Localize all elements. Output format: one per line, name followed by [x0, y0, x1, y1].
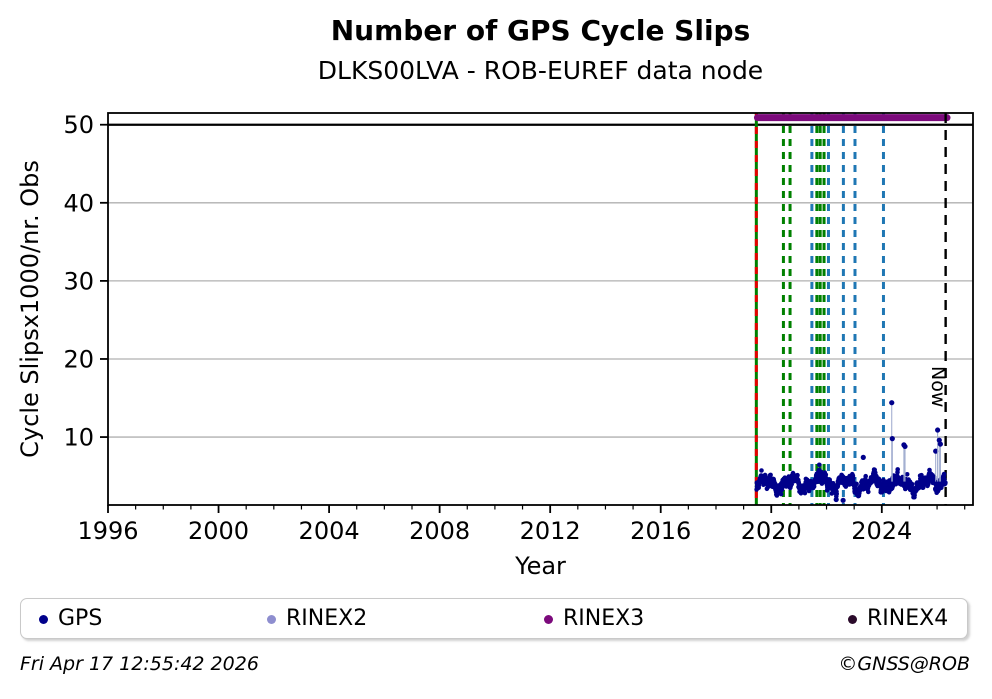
gps-outlier-point	[902, 443, 908, 450]
gps-point	[789, 481, 794, 487]
chart-title: Number of GPS Cycle Slips	[330, 14, 751, 47]
gps-point	[759, 468, 764, 473]
gps-point	[851, 476, 856, 481]
y-tick-label: 50	[63, 111, 94, 139]
gps-point	[802, 490, 808, 496]
gps-point	[919, 472, 924, 478]
legend-item-rinex2: RINEX2	[267, 606, 367, 632]
y-tick-label: 40	[63, 189, 94, 217]
x-tick-label: 1996	[77, 517, 138, 545]
rinex3-marker-icon	[544, 614, 553, 624]
gps-outlier-point	[840, 497, 846, 503]
rinex2-marker-icon	[267, 614, 276, 624]
x-axis-label: Year	[515, 552, 566, 580]
y-tick-label: 10	[63, 424, 94, 452]
legend-label: RINEX3	[563, 606, 645, 631]
gps-outlier-point	[937, 441, 943, 447]
gps-outlier-point	[933, 448, 939, 454]
plot-frame	[107, 112, 974, 506]
legend-item-rinex4: RINEX4	[848, 606, 948, 632]
gps-outlier-point	[889, 436, 895, 442]
x-tick-label: 2004	[299, 517, 360, 545]
gps-point	[795, 472, 800, 478]
x-tick-label: 2020	[741, 517, 802, 545]
rinex4-marker-icon	[848, 614, 857, 624]
gps-outlier-point	[833, 496, 839, 503]
x-tick-label: 2024	[851, 517, 912, 545]
gps-point	[895, 467, 900, 472]
y-tick-label: 30	[63, 267, 94, 295]
y-tick-label: 20	[63, 345, 94, 373]
x-tick-label: 2008	[409, 517, 470, 545]
gps-point	[916, 485, 922, 491]
gps-marker-icon	[39, 614, 48, 624]
legend-label: GPS	[58, 606, 103, 631]
timestamp-text: Fri Apr 17 12:55:42 2026	[20, 653, 259, 675]
legend-item-gps: GPS	[39, 606, 102, 632]
gps-outlier-point	[935, 427, 941, 433]
legend-item-rinex3: RINEX3	[544, 606, 644, 632]
gps-point	[778, 491, 784, 497]
x-tick-label: 2012	[520, 517, 581, 545]
gps-outlier-point	[936, 437, 942, 443]
gps-outlier-point	[889, 400, 895, 406]
x-tick-label: 2000	[188, 517, 249, 545]
gps-point	[768, 472, 773, 478]
gps-point	[811, 484, 817, 489]
legend: GPS RINEX2 RINEX3 RINEX4	[20, 598, 968, 639]
gps-point	[817, 462, 822, 468]
gps-point	[863, 473, 868, 479]
gps-point	[854, 481, 859, 487]
legend-label: RINEX2	[286, 606, 368, 631]
gps-point	[941, 471, 947, 477]
gps-point	[834, 491, 839, 497]
gps-outlier-point	[860, 454, 866, 460]
gps-point	[943, 480, 948, 486]
copyright-text: ©GNSS@ROB	[838, 653, 970, 675]
gps-point	[904, 472, 910, 477]
gps-point	[866, 489, 871, 495]
gps-point	[909, 481, 915, 487]
legend-label: RINEX4	[867, 606, 949, 631]
x-tick-label: 2016	[630, 517, 691, 545]
chart-subtitle: DLKS00LVA - ROB-EUREF data node	[317, 56, 764, 85]
gps-point	[823, 472, 829, 478]
